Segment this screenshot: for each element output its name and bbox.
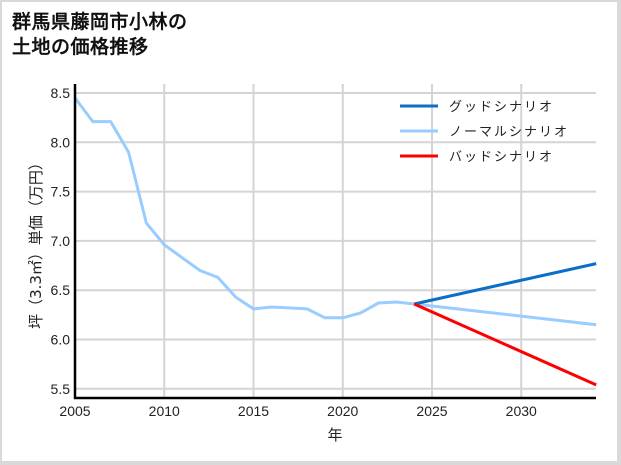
title-line-1: 群馬県藤岡市小林の bbox=[12, 11, 188, 33]
y-tick-label: 6.0 bbox=[51, 332, 71, 348]
x-tick-label: 2020 bbox=[327, 403, 358, 419]
chart-title: 群馬県藤岡市小林の 土地の価格推移 bbox=[12, 10, 188, 60]
y-tick-label: 6.5 bbox=[51, 282, 71, 298]
tick-labels: 5.5 6.0 6.5 7.0 7.5 8.0 8.5 2005 2010 2015 2020 202… bbox=[51, 85, 537, 419]
series-line bbox=[413, 302, 597, 387]
y-tick-label: 7.0 bbox=[51, 233, 71, 249]
title-line-2: 土地の価格推移 bbox=[12, 36, 149, 58]
legend-label: バッドシナリオ bbox=[449, 150, 554, 165]
y-tick-label: 8.5 bbox=[51, 85, 71, 101]
x-tick-label: 2025 bbox=[416, 403, 447, 419]
x-axis-label: 年 bbox=[327, 426, 342, 444]
data-lines bbox=[73, 96, 597, 387]
y-axis-label: 坪（3.3㎡）単価（万円） bbox=[27, 155, 45, 329]
x-tick-label: 2030 bbox=[506, 403, 537, 419]
x-tick-label: 2010 bbox=[149, 403, 180, 419]
x-tick-label: 2005 bbox=[59, 403, 90, 419]
y-tick-label: 7.5 bbox=[51, 184, 71, 200]
chart-frame bbox=[2, 2, 617, 461]
legend-label: グッドシナリオ bbox=[449, 100, 554, 115]
axes bbox=[73, 84, 596, 400]
series-line bbox=[413, 262, 597, 306]
legend-label: ノーマルシナリオ bbox=[449, 125, 569, 140]
x-tick-label: 2015 bbox=[238, 403, 269, 419]
y-tick-label: 8.0 bbox=[51, 134, 71, 150]
series-line bbox=[73, 96, 597, 327]
y-tick-label: 5.5 bbox=[51, 381, 71, 397]
